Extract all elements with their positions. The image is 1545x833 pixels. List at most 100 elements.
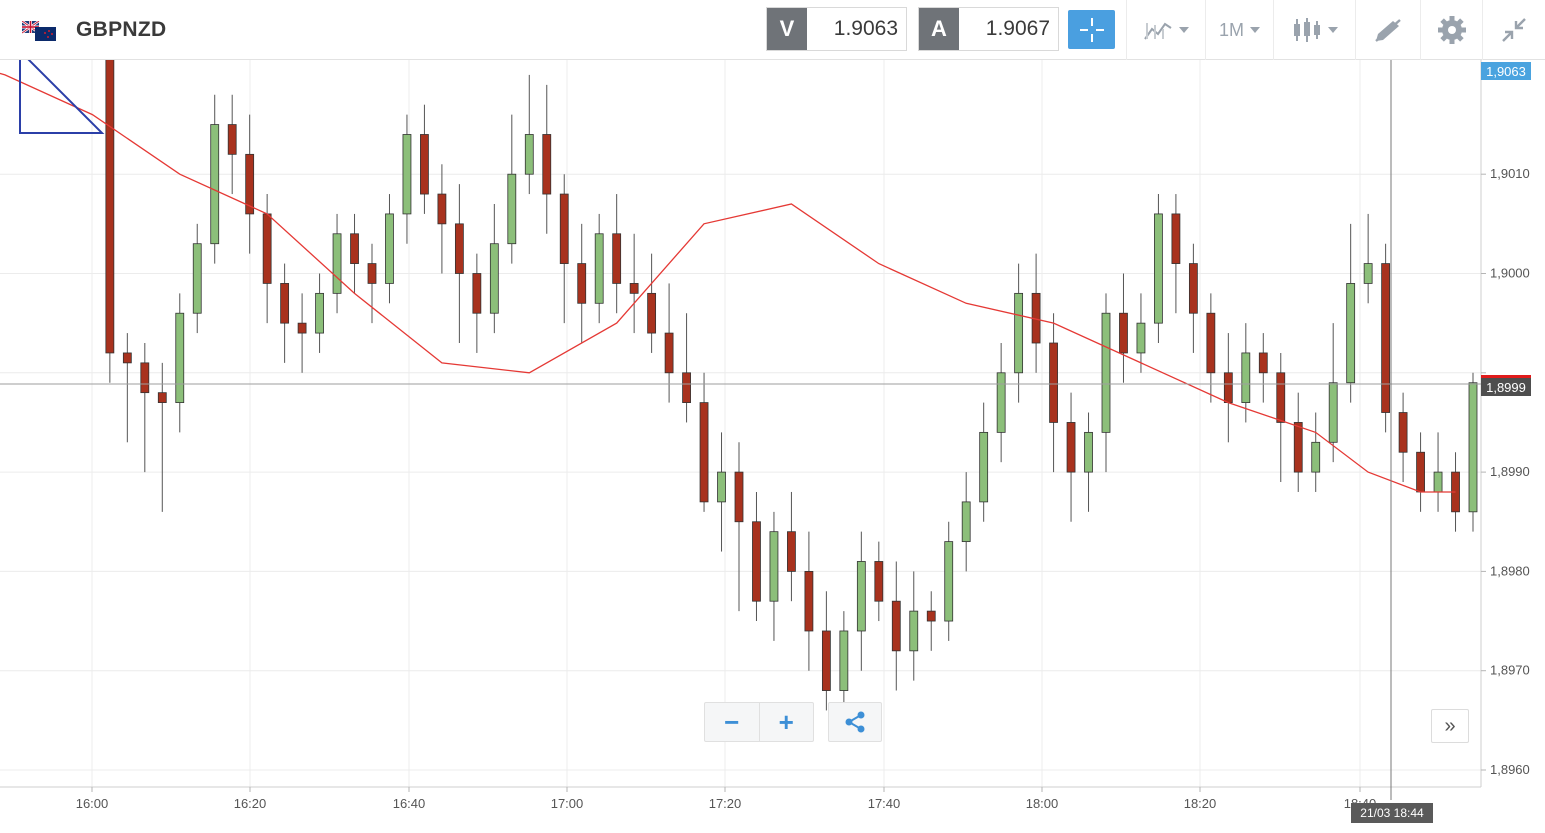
drawn-triangle[interactable] (19, 48, 105, 134)
candle-bullish (856, 561, 866, 632)
timeframe-dropdown[interactable]: 1M (1205, 0, 1273, 60)
share-button[interactable] (829, 703, 881, 741)
candle-bearish (437, 193, 447, 225)
candle-bearish (821, 630, 831, 691)
candle-bullish (944, 541, 954, 622)
candle-bearish (140, 362, 150, 394)
last-price-label: 1,8999 (1481, 375, 1531, 396)
time-axis: 16:00 16:20 16:40 17:00 17:20 17:40 18:00 18:20… (76, 787, 1376, 811)
crosshair-time-label: 21/03 18:44 (1351, 803, 1433, 823)
candle-bullish (192, 243, 202, 314)
candle-bullish (979, 431, 989, 503)
candle-bearish (367, 263, 377, 284)
collapse-arrows-icon (1502, 18, 1526, 42)
zoom-out-button[interactable]: − (705, 703, 760, 741)
candle-bullish (402, 134, 412, 215)
candle-bearish (804, 571, 814, 632)
share-icon (845, 711, 865, 733)
time-tick-label: 16:40 (393, 796, 426, 811)
candle-bearish (699, 402, 709, 503)
candle-bearish (122, 352, 132, 364)
candle-bearish (1049, 342, 1058, 423)
buy-quote-button[interactable]: A 1.9067 (918, 7, 1059, 51)
instrument-symbol: GBPNZD (76, 18, 167, 41)
price-axis: 1,9010 1,9000 1,8990 1,8980 1,8970 1,8960 (1481, 166, 1530, 777)
time-tick-label: 18:00 (1026, 796, 1059, 811)
candle-bearish (1206, 312, 1216, 374)
candle-bullish (489, 243, 499, 314)
candle-bullish (315, 292, 324, 334)
candle-bearish (874, 561, 884, 602)
candle-bullish (839, 630, 849, 691)
candle-bullish (717, 471, 726, 503)
gbp-nzd-flag-icon (22, 21, 56, 41)
drawing-pen-icon (1375, 19, 1401, 42)
candle-bullish (175, 312, 185, 403)
candle-bullish (909, 610, 919, 652)
candle-bearish (559, 193, 569, 264)
current-ask-price-label: 1,9063 (1481, 62, 1531, 80)
indicators-icon (1143, 22, 1172, 40)
candle-bullish (1014, 292, 1024, 374)
candle-bearish (350, 233, 359, 264)
candle-bullish (507, 173, 517, 245)
price-tick-label: 1,8970 (1490, 663, 1530, 678)
candle-bearish (1416, 451, 1425, 493)
candle-bullish (524, 134, 534, 175)
candle-bearish (629, 283, 639, 294)
candle-bearish (752, 521, 761, 602)
time-tick-label: 18:20 (1184, 796, 1217, 811)
candle-bearish (1398, 412, 1408, 453)
candle-bearish (891, 600, 901, 652)
share-controls (828, 702, 882, 742)
candle-bullish (1154, 213, 1163, 324)
candles-layer (105, 0, 1478, 731)
candle-bearish (1381, 263, 1391, 413)
crosshair-button[interactable] (1068, 10, 1115, 49)
settings-button[interactable] (1420, 0, 1482, 60)
time-tick-label: 16:20 (234, 796, 267, 811)
candle-bearish (787, 531, 796, 572)
candle-bearish (245, 153, 255, 215)
price-tick-label: 1,9010 (1490, 166, 1530, 181)
zoom-in-button[interactable]: + (778, 706, 794, 737)
time-tick-label: 17:20 (709, 796, 742, 811)
candle-bullish (961, 501, 971, 543)
candle-bullish (1311, 441, 1321, 473)
price-tick-label: 1,8960 (1490, 762, 1530, 777)
candle-bearish (1066, 422, 1076, 473)
candle-bearish (262, 213, 272, 284)
candle-bearish (734, 471, 744, 523)
candle-bearish (926, 610, 936, 622)
candle-bullish (1328, 382, 1338, 443)
buy-price: 1.9067 (985, 17, 1050, 40)
candle-bullish (385, 213, 394, 284)
sell-label: V (767, 8, 807, 50)
candle-bearish (227, 124, 237, 155)
candle-bearish (1293, 422, 1303, 473)
price-tick-label: 1,8980 (1490, 563, 1530, 578)
time-tick-label: 16:00 (76, 796, 109, 811)
candle-bullish (769, 531, 779, 602)
candle-bullish (1363, 263, 1373, 284)
price-tick-label: 1,8990 (1490, 464, 1530, 479)
candle-bearish (647, 292, 657, 334)
candle-bullish (594, 233, 604, 304)
sell-price: 1.9063 (833, 17, 898, 40)
candle-bearish (664, 332, 674, 374)
sell-quote-button[interactable]: V 1.9063 (766, 7, 907, 51)
scroll-to-latest-button[interactable]: » (1431, 709, 1469, 743)
candle-bullish (1084, 431, 1093, 473)
candle-bullish (1101, 312, 1111, 433)
drawing-tools-button[interactable] (1355, 0, 1420, 60)
candle-bullish (1468, 382, 1478, 513)
chart-type-button[interactable] (1273, 0, 1355, 60)
candle-bearish (1258, 352, 1268, 374)
candle-bullish (996, 372, 1006, 433)
price-tick-label: 1,9000 (1490, 266, 1530, 281)
candle-bearish (297, 322, 307, 334)
chart-grid (0, 60, 1481, 787)
indicators-button[interactable] (1126, 0, 1204, 60)
minimize-button[interactable] (1482, 0, 1545, 60)
